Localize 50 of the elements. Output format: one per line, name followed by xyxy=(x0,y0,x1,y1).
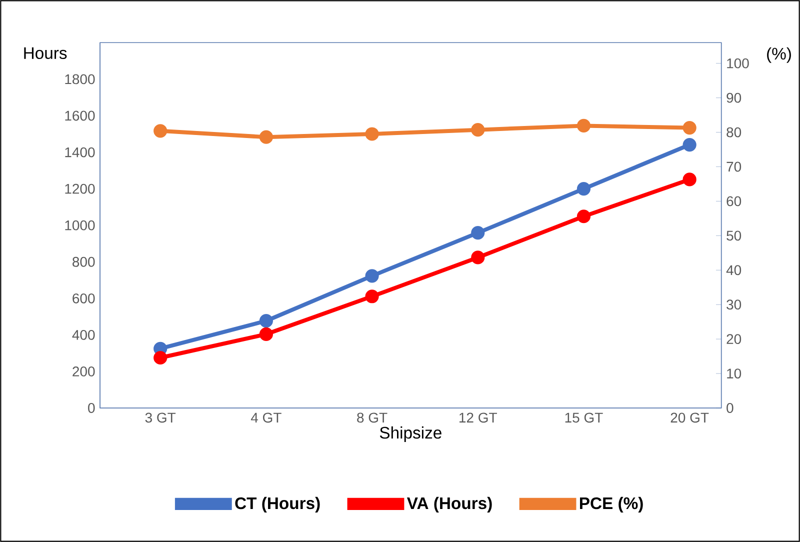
y2-tick-label: 50 xyxy=(726,230,742,241)
x-tick-label: 8 GT xyxy=(357,412,388,423)
point xyxy=(682,138,696,152)
y2-tick-label: 40 xyxy=(726,265,742,276)
point xyxy=(365,269,379,283)
point xyxy=(471,123,485,137)
point xyxy=(682,172,696,186)
point xyxy=(471,226,485,240)
point xyxy=(471,250,485,264)
y-tick-label: 200 xyxy=(72,366,95,376)
x-axis-title: Shipsize xyxy=(380,426,442,442)
x-tick-label: 15 GT xyxy=(565,412,603,423)
y2-tick-label: 20 xyxy=(726,334,742,344)
x-tick-label: 3 GT xyxy=(145,412,176,423)
y-tick-label: 1000 xyxy=(65,220,95,230)
x-tick-label: 12 GT xyxy=(460,412,497,423)
legend-label: CT (Hours) xyxy=(235,496,320,512)
point xyxy=(365,127,379,141)
y2-tick-label: 0 xyxy=(726,403,734,413)
y2-tick-label: 10 xyxy=(727,368,742,378)
legend-label: VA (Hours) xyxy=(406,496,492,512)
point xyxy=(682,120,696,135)
point xyxy=(154,350,168,365)
y-axis-title: Hours xyxy=(24,47,67,60)
x-tick-label: 4 GT xyxy=(250,412,282,423)
y2-axis-title: (%) xyxy=(767,47,791,63)
point xyxy=(576,210,591,224)
y-tick-label: 800 xyxy=(72,256,95,267)
legend-label: PCE (%) xyxy=(580,496,643,512)
y-tick-label: 1400 xyxy=(65,147,95,158)
y-tick-label: 400 xyxy=(72,330,95,340)
y2-tick-label: 100 xyxy=(727,58,749,68)
y2-tick-label: 30 xyxy=(726,300,742,310)
point xyxy=(154,124,168,138)
y2-tick-label: 90 xyxy=(726,92,742,103)
y2-tick-label: 70 xyxy=(726,162,742,172)
y-tick-label: 1200 xyxy=(65,184,95,194)
y-tick-label: 1600 xyxy=(65,110,95,121)
point xyxy=(259,314,273,328)
y2-tick-label: 80 xyxy=(726,127,742,138)
y-tick-label: 1800 xyxy=(65,74,95,84)
y-tick-label: 600 xyxy=(72,293,95,304)
point xyxy=(576,182,591,196)
point xyxy=(259,327,273,341)
point xyxy=(576,118,591,133)
x-tick-label: 20 GT xyxy=(670,412,709,423)
point xyxy=(259,130,273,144)
point xyxy=(365,290,379,304)
y2-tick-label: 60 xyxy=(726,196,742,206)
y-tick-label: 0 xyxy=(88,403,95,413)
